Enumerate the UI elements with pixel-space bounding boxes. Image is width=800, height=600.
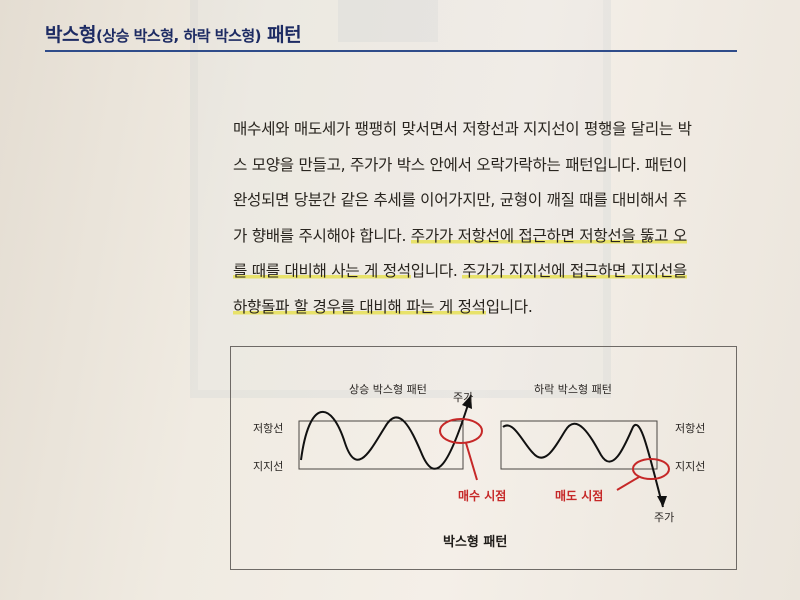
- descending-price-line: [502, 422, 664, 508]
- descending-box: [500, 420, 658, 470]
- body-segment: 입니다.: [485, 297, 533, 316]
- figure-caption: 박스형 패턴: [443, 535, 508, 550]
- arrow-down-icon: [657, 496, 667, 507]
- support-label-left: 지지선: [253, 460, 284, 473]
- support-label-right: 지지선: [675, 460, 706, 473]
- title-tail: 패턴: [261, 24, 302, 46]
- body-line: 매수세와 매도세가 팽팽히 맞서면서 저항선과 지지선이 평행을 달리는 박: [233, 120, 692, 138]
- highlighted-text: 하향돌파 할 경우를 대비해 파는 게 정석: [233, 297, 486, 316]
- sell-point-pointer: [616, 476, 640, 491]
- buy-point-marker: [439, 418, 483, 444]
- background-bleed: [190, 0, 611, 398]
- section-title: 박스형(상승 박스형, 하락 박스형) 패턴: [45, 20, 302, 47]
- box-pattern-figure: 상승 박스형 패턴 하락 박스형 패턴 저항선 지지선 저항선 지지선 주가 주…: [230, 346, 737, 570]
- ascending-price-line: [300, 394, 472, 470]
- body-line: 스 모양을 만들고, 주가가 박스 안에서 오락가락하는 패턴입니다. 패턴이: [233, 155, 687, 174]
- highlighted-text: 주가가 지지선에 접근하면 지지선을: [462, 262, 687, 280]
- sell-point-marker: [632, 458, 670, 480]
- highlighted-text: 주가가 저항선에 접근하면 저항선을 뚫고 오: [410, 226, 687, 245]
- buy-point-label: 매수 시점: [458, 489, 507, 503]
- price-label-down: 주가: [654, 511, 675, 524]
- body-segment: 가 향배를 주시해야 합니다.: [233, 226, 411, 245]
- resistance-label-right: 저항선: [675, 422, 706, 435]
- ascending-title: 상승 박스형 패턴: [349, 383, 427, 396]
- highlighted-text: 를 때를 대비해 사는 게 정석: [233, 262, 411, 280]
- ascending-box: [298, 420, 464, 470]
- resistance-label-left: 저항선: [253, 422, 284, 435]
- body-line: 를 때를 대비해 사는 게 정석입니다. 주가가 지지선에 접근하면 지지선을: [233, 254, 753, 290]
- body-segment: 입니다.: [410, 262, 463, 280]
- section-heading: 박스형(상승 박스형, 하락 박스형) 패턴: [45, 12, 737, 52]
- title-sub: (상승 박스형, 하락 박스형): [95, 27, 262, 45]
- descending-title: 하락 박스형 패턴: [534, 383, 612, 396]
- price-label-up: 주가: [453, 391, 474, 404]
- body-paragraph: 매수세와 매도세가 팽팽히 맞서면서 저항선과 지지선이 평행을 달리는 박 스…: [233, 112, 753, 325]
- arrow-up-icon: [462, 395, 472, 409]
- buy-point-pointer: [465, 442, 478, 481]
- body-line: 가 향배를 주시해야 합니다. 주가가 저항선에 접근하면 저항선을 뚫고 오: [233, 219, 753, 255]
- body-line: 완성되면 당분간 같은 추세를 이어가지만, 균형이 깨질 때를 대비해서 주: [233, 191, 687, 209]
- sell-point-label: 매도 시점: [555, 489, 604, 503]
- title-main: 박스형: [45, 24, 96, 46]
- body-line: 하향돌파 할 경우를 대비해 파는 게 정석입니다.: [233, 290, 753, 326]
- box-pattern-diagram: [298, 394, 670, 508]
- background-bleed-mark: [338, 0, 438, 42]
